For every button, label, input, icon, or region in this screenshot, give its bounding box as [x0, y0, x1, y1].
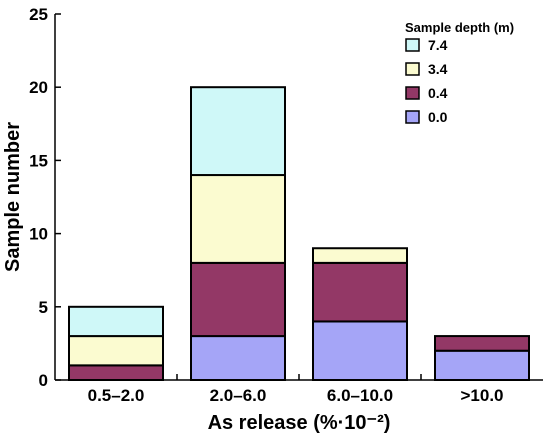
- bar-segment-7.4-0: [68, 305, 164, 338]
- legend-label-0.4: 0.4: [428, 85, 448, 101]
- x-axis-ticks: 0.5–2.0 2.0–6.0 6.0–10.0 >10.0: [88, 374, 504, 405]
- y-tick-label: 5: [39, 298, 48, 317]
- legend: Sample depth (m) 7.4 3.4 0.4 0.0: [405, 20, 514, 125]
- x-axis-title: As release (%·10⁻²): [208, 412, 391, 434]
- bar-segment-0.4-0: [68, 364, 164, 381]
- bar-segment-7.4-1: [190, 86, 286, 177]
- bar-segment-3.4-1: [190, 174, 286, 264]
- legend-label-7.4: 7.4: [428, 37, 448, 53]
- bar-segment-0.4-1: [190, 261, 286, 338]
- x-tick-label: 0.5–2.0: [88, 386, 145, 405]
- bar-segment-0.0-3: [434, 349, 530, 382]
- legend-title: Sample depth (m): [405, 20, 514, 35]
- legend-swatch-0.4: [405, 86, 420, 100]
- y-tick-label: 15: [29, 151, 48, 170]
- bar-segment-0.0-1: [190, 335, 286, 381]
- x-tick-label: 2.0–6.0: [210, 386, 267, 405]
- y-tick-label: 10: [29, 225, 48, 244]
- y-axis-title: Sample number: [2, 122, 24, 272]
- y-axis-ticks: 0 5 10 15 20 25: [29, 5, 61, 390]
- legend-label-0.0: 0.0: [428, 109, 448, 125]
- bar-segment-0.0-2: [312, 320, 408, 382]
- bar-segment-0.4-2: [312, 261, 408, 323]
- legend-swatch-7.4: [405, 38, 420, 52]
- y-tick-label: 20: [29, 78, 48, 97]
- bar-segment-3.4-0: [68, 335, 164, 367]
- legend-label-3.4: 3.4: [428, 61, 448, 77]
- x-tick-label: >10.0: [460, 386, 503, 405]
- y-tick-label: 0: [39, 371, 48, 390]
- bars-layer: [68, 86, 530, 382]
- legend-swatch-0.0: [405, 110, 420, 124]
- x-tick-label: 6.0–10.0: [327, 386, 393, 405]
- bar-segment-0.4-3: [434, 335, 530, 352]
- bar-segment-3.4-2: [312, 247, 408, 264]
- legend-swatch-3.4: [405, 62, 420, 76]
- y-tick-label: 25: [29, 5, 48, 24]
